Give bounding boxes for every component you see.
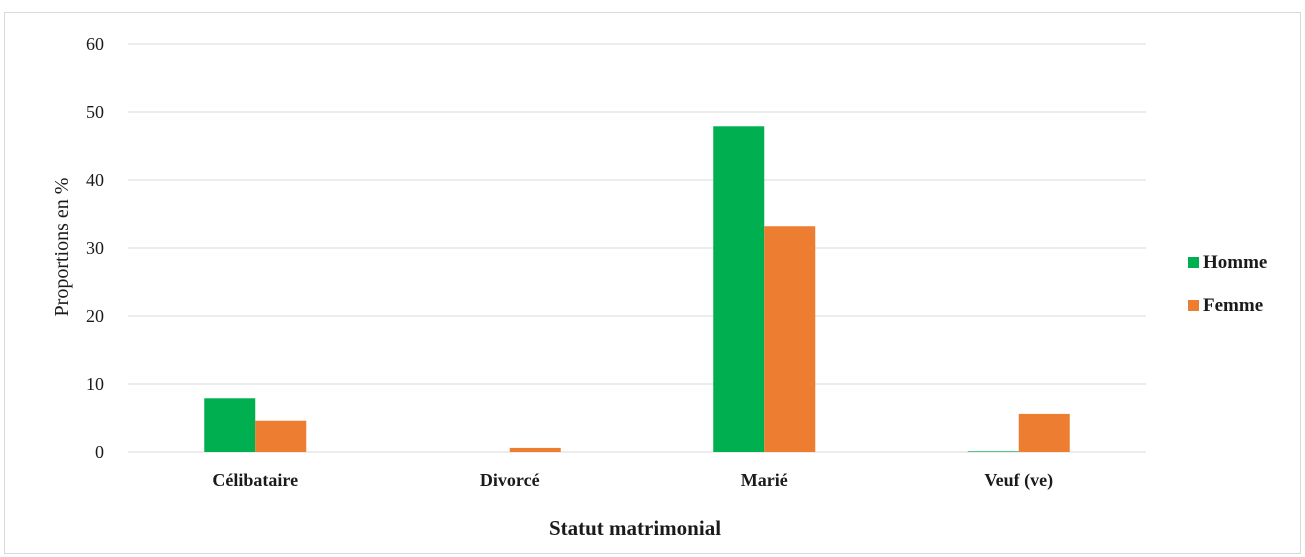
- y-tick-label-0: 0: [95, 442, 104, 462]
- legend-label-homme: Homme: [1203, 252, 1267, 273]
- y-tick-label-1: 10: [86, 374, 104, 394]
- legend-swatch-homme: [1188, 257, 1199, 268]
- y-axis-label: Proportions en %: [51, 178, 73, 317]
- x-category-label-1: Divorcé: [480, 470, 540, 490]
- y-axis-ticks: 0 10 20 30 40 50 60: [86, 34, 104, 462]
- bars: [204, 126, 1070, 452]
- y-tick-label-4: 40: [86, 170, 104, 190]
- x-axis-categories: Célibataire Divorcé Marié Veuf (ve): [212, 470, 1053, 491]
- chart-frame: [4, 12, 1301, 554]
- bar-homme-3: [967, 451, 1019, 452]
- gridlines: [128, 43, 1146, 453]
- bar-femme-0: [255, 420, 307, 452]
- y-tick-label-3: 30: [86, 238, 104, 258]
- x-category-label-3: Veuf (ve): [984, 470, 1053, 491]
- y-tick-label-6: 60: [86, 34, 104, 54]
- legend-swatch-femme: [1188, 300, 1199, 311]
- legend: Homme Femme: [1188, 252, 1267, 316]
- y-tick-label-5: 50: [86, 102, 104, 122]
- bar-femme-3: [1018, 413, 1070, 452]
- legend-label-femme: Femme: [1203, 295, 1263, 316]
- bar-femme-2: [764, 226, 816, 452]
- y-tick-label-2: 20: [86, 306, 104, 326]
- x-category-label-0: Célibataire: [212, 470, 298, 490]
- bar-homme-0: [204, 398, 256, 452]
- x-category-label-2: Marié: [741, 470, 788, 490]
- bar-homme-2: [713, 126, 765, 452]
- x-axis-label: Statut matrimonial: [549, 516, 721, 540]
- bar-femme-1: [509, 447, 561, 452]
